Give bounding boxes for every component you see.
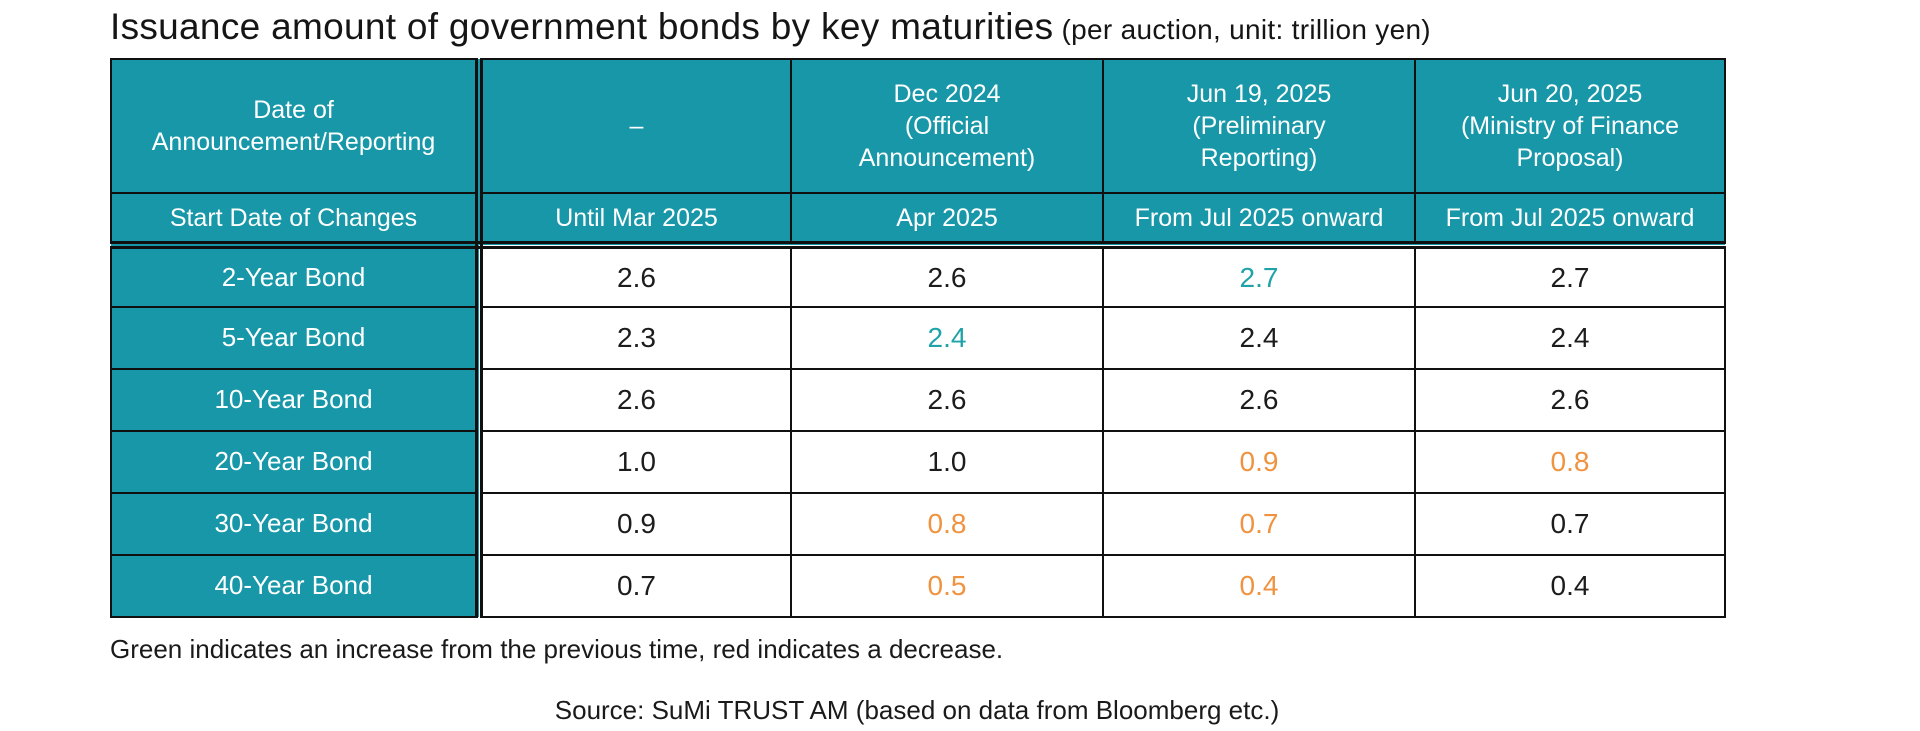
table-body: 2-Year Bond 2.6 2.6 2.7 2.7 5-Year Bond … <box>110 244 1726 618</box>
header-row-start-date: Start Date of Changes Until Mar 2025 Apr… <box>110 192 1726 249</box>
cell-value: 2.7 <box>1414 244 1726 308</box>
page-title-main: Issuance amount of government bonds by k… <box>110 6 1054 47</box>
table-row-10-year: 10-Year Bond 2.6 2.6 2.6 2.6 <box>110 368 1726 432</box>
cell-value: 0.7 <box>478 554 792 618</box>
cell-value: 2.3 <box>478 306 792 370</box>
color-legend-note: Green indicates an increase from the pre… <box>110 634 1004 664</box>
row-label-2-year: 2-Year Bond <box>110 244 483 308</box>
cell-value: 2.6 <box>1102 368 1416 432</box>
header-col-jun-20-2025: Jun 20, 2025 (Ministry of Finance Propos… <box>1414 58 1726 194</box>
table-row-5-year: 5-Year Bond 2.3 2.4 2.4 2.4 <box>110 306 1726 370</box>
cell-value: 2.6 <box>790 368 1104 432</box>
cell-value: 0.4 <box>1102 554 1416 618</box>
cell-value: 0.8 <box>1414 430 1726 494</box>
header-from-jul-2025-a: From Jul 2025 onward <box>1102 192 1416 249</box>
table-row-20-year: 20-Year Bond 1.0 1.0 0.9 0.8 <box>110 430 1726 494</box>
row-label-5-year: 5-Year Bond <box>110 306 483 370</box>
cell-value: 1.0 <box>478 430 792 494</box>
header-col-dec-2024: Dec 2024 (Official Announcement) <box>790 58 1104 194</box>
header-apr-2025: Apr 2025 <box>790 192 1104 249</box>
page-title: Issuance amount of government bonds by k… <box>110 6 1920 48</box>
cell-value: 0.7 <box>1102 492 1416 556</box>
table-header: Date of Announcement/Reporting – Dec 202… <box>110 58 1726 249</box>
cell-value: 0.9 <box>478 492 792 556</box>
cell-value: 2.6 <box>478 368 792 432</box>
cell-value: 0.8 <box>790 492 1104 556</box>
cell-value: 0.5 <box>790 554 1104 618</box>
row-label-30-year: 30-Year Bond <box>110 492 483 556</box>
bond-issuance-table: Date of Announcement/Reporting – Dec 202… <box>110 58 1726 618</box>
cell-value: 2.4 <box>790 306 1104 370</box>
cell-value: 0.4 <box>1414 554 1726 618</box>
row-label-40-year: 40-Year Bond <box>110 554 483 618</box>
cell-value: 0.7 <box>1414 492 1726 556</box>
source-attribution: Source: SuMi TRUST AM (based on data fro… <box>554 695 1280 725</box>
header-from-jul-2025-b: From Jul 2025 onward <box>1414 192 1726 249</box>
cell-value: 2.6 <box>790 244 1104 308</box>
table-row-2-year: 2-Year Bond 2.6 2.6 2.7 2.7 <box>110 244 1726 308</box>
header-date-of-announcement: Date of Announcement/Reporting <box>110 58 483 194</box>
cell-value: 2.4 <box>1414 306 1726 370</box>
cell-value: 1.0 <box>790 430 1104 494</box>
header-start-date-of-changes: Start Date of Changes <box>110 192 483 249</box>
cell-value: 2.6 <box>1414 368 1726 432</box>
cell-value: 0.9 <box>1102 430 1416 494</box>
cell-value: 2.6 <box>478 244 792 308</box>
row-label-10-year: 10-Year Bond <box>110 368 483 432</box>
header-row-announcement-date: Date of Announcement/Reporting – Dec 202… <box>110 58 1726 194</box>
row-label-20-year: 20-Year Bond <box>110 430 483 494</box>
cell-value: 2.4 <box>1102 306 1416 370</box>
header-col-dash: – <box>478 58 792 194</box>
cell-value: 2.7 <box>1102 244 1416 308</box>
table-row-40-year: 40-Year Bond 0.7 0.5 0.4 0.4 <box>110 554 1726 618</box>
page-title-unit: (per auction, unit: trillion yen) <box>1053 14 1431 45</box>
header-until-mar-2025: Until Mar 2025 <box>478 192 792 249</box>
header-col-jun-19-2025: Jun 19, 2025 (Preliminary Reporting) <box>1102 58 1416 194</box>
table-row-30-year: 30-Year Bond 0.9 0.8 0.7 0.7 <box>110 492 1726 556</box>
